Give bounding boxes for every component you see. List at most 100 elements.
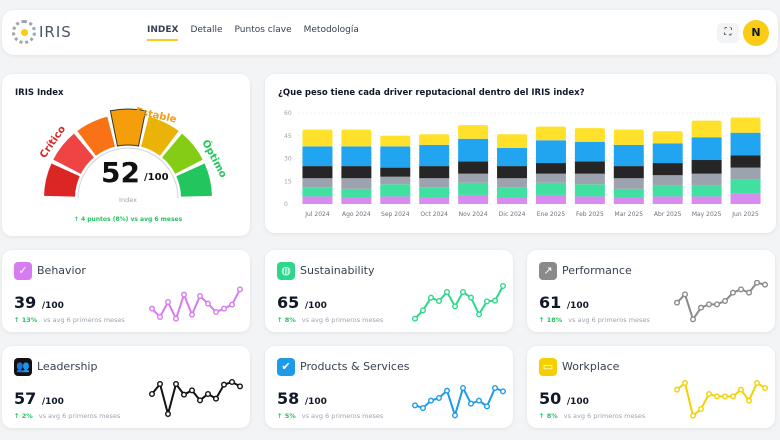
bar-segment[interactable] [652,131,683,144]
bar-segment[interactable] [458,161,489,174]
driver-card-sustainability[interactable]: ◍ Sustainability 65 /100 ↑ 8% vs avg 6 pr… [265,250,513,332]
bar-segment[interactable] [341,188,372,198]
bar-segment[interactable] [380,184,411,197]
driver-card-behavior[interactable]: ✓ Behavior 39 /100 ↑ 13% vs avg 6 primero… [2,250,250,332]
avatar[interactable]: N [743,20,769,46]
bar-segment[interactable] [341,146,372,167]
bar-segment[interactable] [419,166,450,179]
bar-segment[interactable] [341,129,372,147]
bar-segment[interactable] [380,196,411,204]
driver-card-performance[interactable]: ↗ Performance 61 /100 ↑ 18% vs avg 6 prim… [527,250,775,332]
bar-segment[interactable] [341,178,372,189]
bar-segment[interactable] [458,125,489,139]
bar-segment[interactable] [574,184,605,197]
sparkline-point [181,291,188,298]
delta-caption: vs avg 6 primeros meses [301,316,384,324]
bar-segment[interactable] [302,187,333,197]
tab-metodologia[interactable]: Metodología [303,25,359,35]
delta-caption: vs avg 6 primeros meses [43,316,125,324]
bar-segment[interactable] [652,143,683,164]
bar-segment[interactable] [458,182,489,195]
bar-segment[interactable] [458,173,489,183]
tab-index[interactable]: INDEX [147,25,179,41]
bar-segment[interactable] [574,161,605,174]
bar-segment[interactable] [419,187,450,198]
bar-segment[interactable] [458,194,489,204]
bar-segment[interactable] [730,193,761,204]
bar-segment[interactable] [652,175,683,186]
bar-segment[interactable] [574,141,605,162]
bar-segment[interactable] [691,185,722,197]
bar-segment[interactable] [497,178,528,188]
driver-card-workplace[interactable]: ▭ Workplace 50 /100 ↑ 8% vs avg 6 primero… [527,346,775,428]
bar-segment[interactable] [535,140,566,164]
sparkline-point [468,400,475,407]
bar-segment[interactable] [535,182,566,195]
sparkline-point [714,393,721,400]
bar-segment[interactable] [574,128,605,142]
bar-segment[interactable] [458,138,489,162]
bar-segment[interactable] [691,160,722,174]
bar-segment[interactable] [535,126,566,141]
bar-segment[interactable] [380,167,411,177]
bar-segment[interactable] [497,187,528,198]
bar-segment[interactable] [419,134,450,145]
bar-segment[interactable] [730,155,761,168]
bar-segment[interactable] [691,173,722,186]
bar-segment[interactable] [302,196,333,204]
driver-card-leadership[interactable]: 👥 Leadership 57 /100 ↑ 2% vs avg 6 primer… [2,346,250,428]
bar-segment[interactable] [380,176,411,185]
sparkline [412,283,506,322]
bar-segment[interactable] [497,166,528,179]
sparkline-point [698,304,705,311]
bar-segment[interactable] [652,185,683,197]
bar-segment[interactable] [302,146,333,167]
iris-logo[interactable]: IRIS [12,20,72,44]
score-max: /100 [304,301,327,311]
delta-value: ↑ 2% [14,412,33,420]
bar-segment[interactable] [691,196,722,204]
bar-segment[interactable] [730,167,761,180]
bar-segment[interactable] [574,173,605,185]
sparkline-point [428,397,435,404]
bar-segment[interactable] [419,178,450,188]
bar-segment[interactable] [613,144,644,167]
bar-segment[interactable] [535,194,566,204]
bar-segment[interactable] [613,166,644,179]
bar-segment[interactable] [302,178,333,188]
bar-segment[interactable] [613,197,644,204]
bar-segment[interactable] [574,196,605,204]
fullscreen-button[interactable]: ⛶ [717,23,739,43]
bar-segment[interactable] [497,197,528,204]
logo-text: IRIS [39,23,72,41]
driver-card-products-services[interactable]: ✔ Products & Services 58 /100 ↑ 5% vs avg… [265,346,513,428]
driver-delta: ↑ 2% vs avg 6 primeros meses [14,412,120,420]
bar-segment[interactable] [691,137,722,161]
bar-segment[interactable] [652,196,683,204]
bar-segment[interactable] [730,117,761,133]
bar-segment[interactable] [497,147,528,167]
bar-segment[interactable] [535,173,566,183]
bar-segment[interactable] [535,163,566,174]
sparkline-point [730,289,737,296]
tab-puntos-clave[interactable]: Puntos clave [234,25,292,35]
bar-segment[interactable] [341,197,372,204]
bar-segment[interactable] [730,132,761,156]
x-tick-label: Ago 2024 [342,211,371,218]
bar-segment[interactable] [380,135,411,147]
bar-segment[interactable] [341,166,372,179]
bar-segment[interactable] [613,129,644,145]
bar-segment[interactable] [302,166,333,179]
bar-segment[interactable] [302,129,333,147]
bar-segment[interactable] [730,179,761,194]
bar-segment[interactable] [419,144,450,167]
bar-segment[interactable] [613,178,644,189]
bar-segment[interactable] [691,120,722,138]
score-value: 65 [277,293,300,312]
bar-segment[interactable] [613,188,644,198]
bar-segment[interactable] [419,197,450,204]
tab-detalle[interactable]: Detalle [190,25,223,35]
bar-segment[interactable] [380,146,411,168]
bar-segment[interactable] [652,163,683,176]
bar-segment[interactable] [497,134,528,148]
